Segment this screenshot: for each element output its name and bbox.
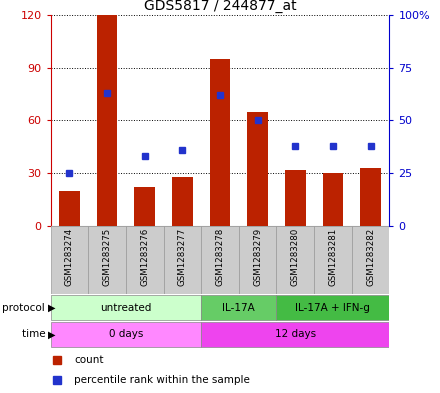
Text: count: count xyxy=(74,355,104,365)
Bar xyxy=(88,226,126,294)
Bar xyxy=(51,295,201,320)
Text: time: time xyxy=(22,329,48,340)
Bar xyxy=(352,226,389,294)
Bar xyxy=(51,322,201,347)
Text: GSM1283277: GSM1283277 xyxy=(178,228,187,286)
Bar xyxy=(314,226,352,294)
Text: GSM1283282: GSM1283282 xyxy=(366,228,375,286)
Text: IL-17A: IL-17A xyxy=(223,303,255,313)
Bar xyxy=(97,15,117,226)
Bar xyxy=(276,226,314,294)
Text: ▶: ▶ xyxy=(48,329,56,340)
Text: GSM1283281: GSM1283281 xyxy=(328,228,337,286)
Bar xyxy=(172,176,193,226)
Text: percentile rank within the sample: percentile rank within the sample xyxy=(74,375,250,386)
Text: protocol: protocol xyxy=(2,303,48,313)
Bar xyxy=(126,226,164,294)
Text: GSM1283275: GSM1283275 xyxy=(103,228,112,286)
Text: GSM1283274: GSM1283274 xyxy=(65,228,74,286)
Bar xyxy=(51,226,88,294)
Text: IL-17A + IFN-g: IL-17A + IFN-g xyxy=(296,303,370,313)
Text: GSM1283279: GSM1283279 xyxy=(253,228,262,286)
Bar xyxy=(201,295,276,320)
Text: GSM1283280: GSM1283280 xyxy=(291,228,300,286)
Text: 12 days: 12 days xyxy=(275,329,316,340)
Bar xyxy=(323,173,343,226)
Bar xyxy=(247,112,268,226)
Bar xyxy=(201,322,389,347)
Text: GSM1283278: GSM1283278 xyxy=(216,228,224,286)
Bar xyxy=(59,191,80,226)
Bar xyxy=(134,187,155,226)
Text: 0 days: 0 days xyxy=(109,329,143,340)
Bar xyxy=(239,226,276,294)
Bar xyxy=(360,168,381,226)
Title: GDS5817 / 244877_at: GDS5817 / 244877_at xyxy=(144,0,296,13)
Bar xyxy=(276,295,389,320)
Text: GSM1283276: GSM1283276 xyxy=(140,228,149,286)
Text: untreated: untreated xyxy=(100,303,151,313)
Bar xyxy=(201,226,239,294)
Bar xyxy=(209,59,231,226)
Bar xyxy=(285,169,306,226)
Text: ▶: ▶ xyxy=(48,303,56,313)
Bar xyxy=(164,226,201,294)
